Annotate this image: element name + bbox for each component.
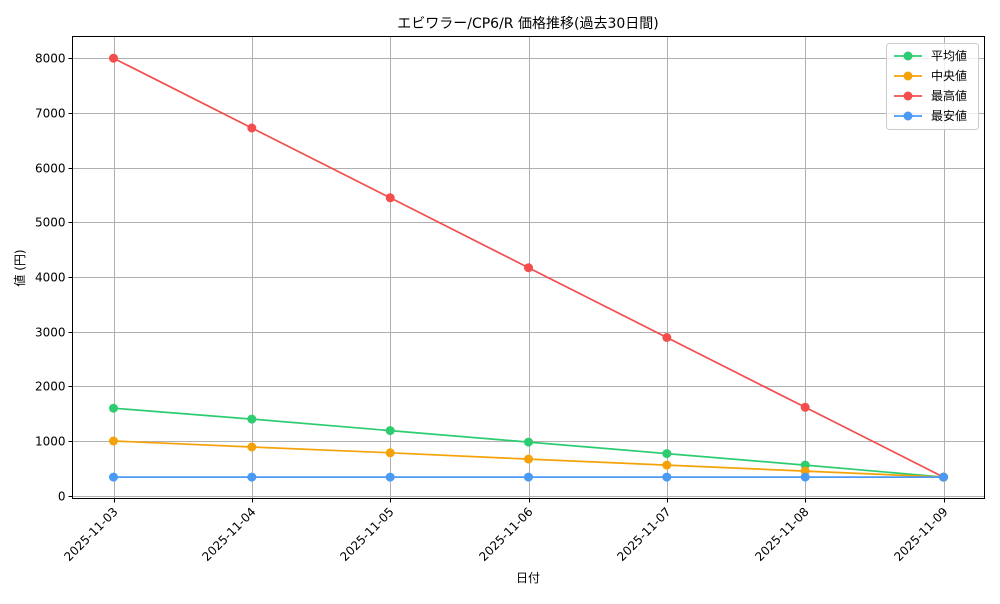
legend-item: 最安値 <box>894 108 967 123</box>
data-point-marker <box>247 442 257 452</box>
series-3 <box>109 472 948 482</box>
x-tick-label: 2025-11-03 <box>61 505 120 564</box>
legend-label: 中央値 <box>931 68 967 83</box>
legend-label: 平均値 <box>931 48 967 63</box>
series-0 <box>109 403 948 482</box>
data-point-marker <box>524 263 533 273</box>
legend-marker-icon <box>903 71 913 81</box>
y-axis: 0 1000 2000 3000 4000 5000 6000 7000 8000 <box>35 52 73 504</box>
data-point-marker <box>800 402 810 412</box>
legend-label: 最安値 <box>931 108 967 123</box>
y-axis-label: 値 (円) <box>12 249 27 286</box>
data-point-marker <box>247 123 257 133</box>
data-point-marker <box>385 193 395 203</box>
x-axis: 2025-11-03 2025-11-04 2025-11-05 2025-11-06… <box>61 498 951 564</box>
y-tick-label: 0 <box>58 490 66 504</box>
data-point-marker <box>247 414 257 424</box>
data-point-marker <box>385 426 395 436</box>
y-tick-label: 7000 <box>35 107 66 121</box>
data-point-marker <box>800 472 810 482</box>
y-tick-label: 6000 <box>35 162 66 176</box>
legend-label: 最高値 <box>931 88 967 103</box>
x-tick-label: 2025-11-05 <box>337 505 396 564</box>
data-point-marker <box>385 472 395 482</box>
data-point-marker <box>662 460 672 470</box>
chart-title: エビワラー/CP6/R 価格推移(過去30日間) <box>397 16 658 32</box>
legend-item: 最高値 <box>894 88 967 103</box>
series-lines <box>109 53 948 482</box>
legend-marker-icon <box>903 91 913 101</box>
legend-marker-icon <box>903 51 913 61</box>
legend-box <box>886 43 979 130</box>
data-point-marker <box>524 437 533 447</box>
plot-frame <box>72 36 985 499</box>
data-point-marker <box>109 436 118 446</box>
y-tick-label: 8000 <box>35 52 66 66</box>
y-tick-label: 5000 <box>35 216 66 230</box>
data-point-marker <box>662 333 672 342</box>
legend-marker-icon <box>903 111 913 121</box>
data-point-marker <box>662 472 672 482</box>
x-axis-label: 日付 <box>516 571 540 585</box>
data-point-marker <box>939 472 948 482</box>
x-tick-label: 2025-11-06 <box>476 505 535 564</box>
y-tick-label: 1000 <box>35 435 66 449</box>
legend-item: 平均値 <box>894 48 967 63</box>
data-point-marker <box>247 472 257 482</box>
data-point-marker <box>524 454 533 464</box>
x-tick-label: 2025-11-07 <box>614 505 673 564</box>
data-point-marker <box>662 449 672 459</box>
x-tick-label: 2025-11-04 <box>199 505 258 564</box>
y-tick-label: 3000 <box>35 326 66 340</box>
data-point-marker <box>109 53 118 63</box>
x-tick-label: 2025-11-09 <box>891 505 950 564</box>
data-point-marker <box>109 403 118 413</box>
x-tick-label: 2025-11-08 <box>752 505 811 564</box>
y-tick-label: 4000 <box>35 271 66 285</box>
data-point-marker <box>524 472 533 482</box>
data-point-marker <box>385 448 395 458</box>
series-2 <box>109 53 948 482</box>
data-point-marker <box>109 472 118 482</box>
y-tick-label: 2000 <box>35 380 66 394</box>
legend-item: 中央値 <box>894 68 967 83</box>
